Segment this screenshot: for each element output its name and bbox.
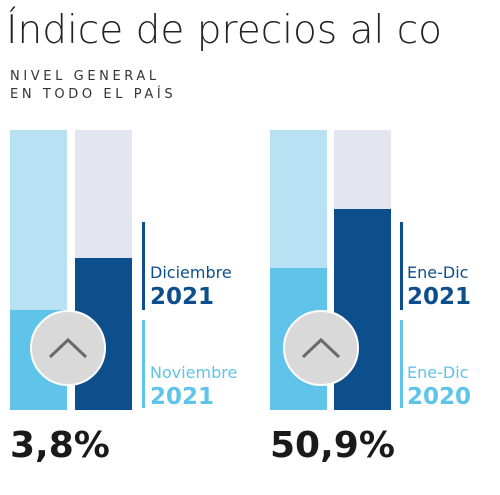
chevron-up-icon <box>301 337 341 359</box>
legend-current-label: Ene-Dic <box>407 263 469 282</box>
legend-current-year: 2021 <box>150 284 215 310</box>
chart-title: Índice de precios al co <box>6 8 443 53</box>
increase-badge <box>30 310 106 386</box>
legend-marker-current <box>400 222 403 310</box>
legend-marker-previous <box>142 320 145 408</box>
increase-badge <box>283 310 359 386</box>
bar-track-current <box>75 130 132 410</box>
subtitle-line-1: NIVEL GENERAL <box>10 69 160 84</box>
monthly-value-label: 3,8% <box>10 425 110 466</box>
legend-previous-label: Noviembre <box>150 363 238 382</box>
legend-current-year: 2021 <box>407 284 472 310</box>
bar-current <box>334 209 391 410</box>
legend-previous-label: Ene-Dic <box>407 363 469 382</box>
legend-previous-year: 2021 <box>150 384 215 410</box>
legend-current-label: Diciembre <box>150 263 232 282</box>
legend-marker-previous <box>400 320 403 408</box>
subtitle-line-2: EN TODO EL PAÍS <box>10 87 177 102</box>
chevron-up-icon <box>48 337 88 359</box>
annual-panel: Ene-Dic 2021 Ene-Dic 2020 <box>262 130 500 410</box>
monthly-panel: Diciembre 2021 Noviembre 2021 <box>0 130 250 410</box>
legend-marker-current <box>142 222 145 310</box>
legend-previous-year: 2020 <box>407 384 472 410</box>
annual-value-label: 50,9% <box>270 425 395 466</box>
